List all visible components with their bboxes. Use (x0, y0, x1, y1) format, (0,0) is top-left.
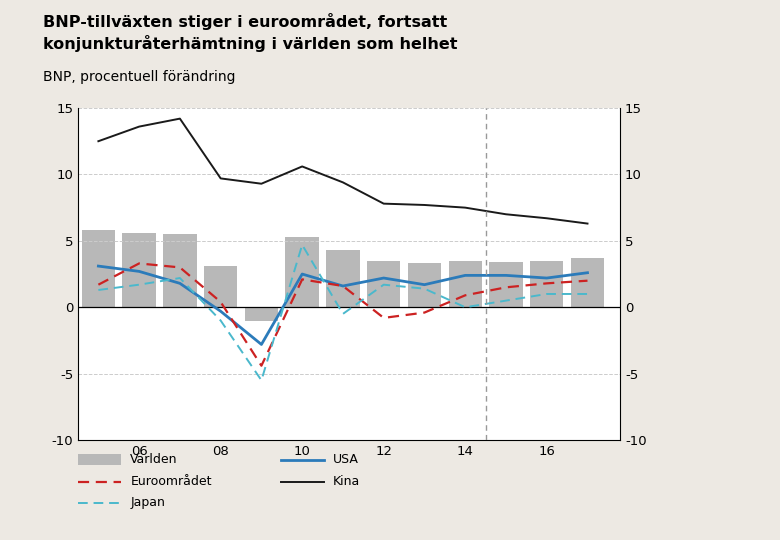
Bar (326, 250, 360, 307)
Bar (245, 307, 278, 321)
Text: Euroområdet: Euroområdet (130, 475, 211, 488)
Bar (448, 261, 482, 307)
Text: BNP-tillväxten stiger i euroområdet, fortsatt: BNP-tillväxten stiger i euroområdet, for… (43, 14, 447, 30)
Bar (530, 261, 563, 307)
Bar (122, 233, 156, 307)
Bar (367, 261, 400, 307)
Bar (408, 264, 441, 307)
Bar (163, 234, 197, 307)
Text: Japan: Japan (130, 496, 165, 509)
Text: Världen: Världen (130, 453, 178, 466)
Bar (204, 266, 237, 307)
Bar (489, 262, 523, 307)
Bar (571, 258, 605, 307)
Text: Kina: Kina (333, 475, 360, 488)
Text: konjunkturåterhämtning i världen som helhet: konjunkturåterhämtning i världen som hel… (43, 35, 457, 52)
Text: BNP, procentuell förändring: BNP, procentuell förändring (43, 70, 236, 84)
Text: USA: USA (333, 453, 359, 466)
Bar (285, 237, 319, 307)
Bar (82, 230, 115, 307)
